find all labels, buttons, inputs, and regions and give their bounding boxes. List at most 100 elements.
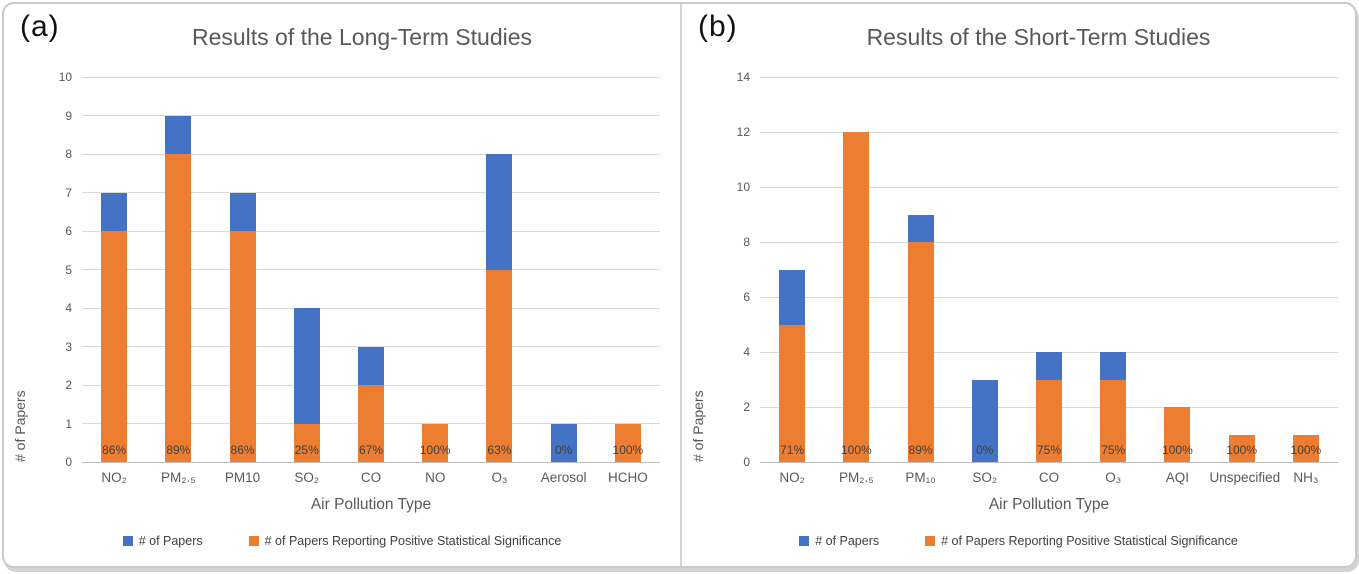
- bar-positive: [1036, 379, 1062, 462]
- bar-percent-label: 0%: [554, 443, 573, 457]
- gridline: [82, 115, 660, 116]
- panel-label-a: (a): [20, 10, 60, 43]
- x-category-label: PM₂.₅: [160, 470, 196, 485]
- y-tick-label: 0: [743, 455, 750, 469]
- legend-swatch-orange: [925, 536, 936, 546]
- gridline: [82, 76, 660, 78]
- bar-positive: [1292, 434, 1319, 462]
- x-category-label: O₃: [1105, 470, 1122, 485]
- legend-label: # of Papers Reporting Positive Statistic…: [264, 534, 562, 548]
- x-category-label: O₃: [491, 470, 508, 485]
- x-category-label: SO₂: [972, 470, 998, 485]
- y-tick-label: 12: [736, 125, 750, 139]
- y-tick-label: 9: [65, 108, 72, 123]
- x-axis-title: Air Pollution Type: [310, 496, 432, 513]
- bar-positive: [1164, 407, 1191, 462]
- bar-positive: [843, 132, 870, 462]
- legend: # of Papers # of Papers Reporting Positiv…: [682, 534, 1355, 548]
- y-tick-label: 8: [65, 147, 72, 161]
- x-category-label: Aerosol: [540, 470, 587, 485]
- bar-percent-label: 89%: [908, 443, 933, 457]
- x-category-label: CO: [1038, 470, 1060, 485]
- y-tick-label: 3: [65, 339, 72, 354]
- y-tick-label: 14: [736, 70, 750, 84]
- y-tick-label: 10: [736, 180, 750, 194]
- bar-percent-label: 67%: [358, 443, 384, 457]
- bar-percent-label: 100%: [612, 443, 644, 457]
- bar-percent-label: 89%: [166, 443, 191, 457]
- legend-label: # of Papers: [138, 534, 203, 548]
- x-category-label: PM10: [224, 470, 261, 485]
- x-category-label: PM₁₀: [905, 470, 936, 485]
- gridline: [760, 296, 1338, 298]
- chart-title-short-term: Results of the Short-Term Studies: [866, 24, 1211, 50]
- panel-long-term-studies: (a) Results of the Long-Term Studies # o…: [4, 4, 680, 566]
- bar-percent-label: 100%: [840, 443, 872, 457]
- y-tick-label: 4: [65, 301, 72, 315]
- y-tick-label: 7: [65, 185, 72, 200]
- gridline: [760, 241, 1338, 243]
- y-tick-label: 6: [743, 290, 750, 304]
- gridline: [82, 153, 660, 155]
- bar-positive: [165, 154, 192, 462]
- bar-percent-label: 75%: [1101, 443, 1126, 457]
- bar-positive: [422, 423, 449, 462]
- bar-percent-label: 63%: [487, 443, 512, 457]
- bar-percent-label: 75%: [1036, 443, 1062, 457]
- x-axis-category-labels: NO₂ PM₂.₅ PM₁₀ SO₂ CO O₃ AQI Unspecified NH₃: [760, 470, 1338, 490]
- bar-percent-label: 100%: [1162, 443, 1193, 457]
- bar-positive: [293, 423, 320, 462]
- x-category-label: NO₂: [101, 470, 127, 485]
- gridline: [760, 131, 1338, 133]
- y-tick-label: 5: [65, 262, 72, 277]
- bar-positive: [907, 242, 934, 462]
- x-axis-category-labels: NO₂ PM₂.₅ PM10 SO₂ CO NO O₃ Aerosol HCHO: [82, 470, 660, 490]
- y-axis-tick-labels: 0 1 2 3 4 5 6 7 8 9 10: [4, 70, 72, 469]
- bar-positive: [614, 423, 641, 462]
- bar-positive: [779, 324, 806, 462]
- panel-label-b: (b): [698, 10, 738, 43]
- y-tick-label: 6: [65, 224, 72, 238]
- bar-total: [550, 423, 577, 462]
- plot-area: 71% 100% 89% 0% 75% 75% 100% 100% 100%: [760, 76, 1338, 463]
- y-tick-label: 10: [58, 70, 72, 84]
- bar-percent-label: 100%: [1226, 443, 1257, 457]
- gridline: [760, 76, 1338, 78]
- y-tick-label: 2: [65, 378, 72, 392]
- legend-item: # of Papers Reporting Positive Statistic…: [925, 534, 1238, 548]
- bar-positive: [1100, 379, 1127, 462]
- gridline: [760, 461, 1338, 463]
- bar-percent-label: 0%: [976, 443, 994, 457]
- bar-percent-label: 71%: [780, 443, 805, 457]
- x-category-label: NH₃: [1293, 470, 1319, 485]
- x-category-label: NO₂: [779, 470, 805, 485]
- y-tick-label: 2: [743, 400, 750, 414]
- gridline: [82, 461, 660, 463]
- gridline: [82, 230, 660, 232]
- y-tick-label: 1: [65, 416, 72, 431]
- bar-positive: [229, 231, 256, 462]
- gridline: [760, 186, 1338, 188]
- bar-positive: [486, 269, 513, 462]
- y-tick-label: 4: [743, 345, 750, 359]
- x-category-label: HCHO: [608, 470, 648, 485]
- legend-item: # of Papers Reporting Positive Statistic…: [248, 534, 562, 548]
- bar-percent-label: 86%: [230, 443, 255, 457]
- legend-label: # of Papers: [815, 534, 880, 548]
- bar-percent-label: 100%: [1290, 443, 1322, 457]
- legend-swatch-blue: [799, 536, 810, 546]
- legend-item: # of Papers: [799, 534, 879, 548]
- gridline: [82, 307, 660, 309]
- legend-item: # of Papers: [122, 534, 203, 548]
- y-tick-label: 0: [65, 455, 72, 469]
- bar-total: [971, 379, 998, 462]
- legend-swatch-blue: [122, 536, 133, 546]
- x-category-label: SO₂: [294, 470, 320, 485]
- bar-positive: [358, 385, 384, 462]
- x-category-label: CO: [360, 470, 382, 485]
- bar-percent-label: 86%: [102, 443, 127, 457]
- x-axis-title: Air Pollution Type: [988, 496, 1110, 513]
- bar-positive: [1228, 434, 1255, 462]
- x-category-label: Unspecified: [1209, 470, 1281, 485]
